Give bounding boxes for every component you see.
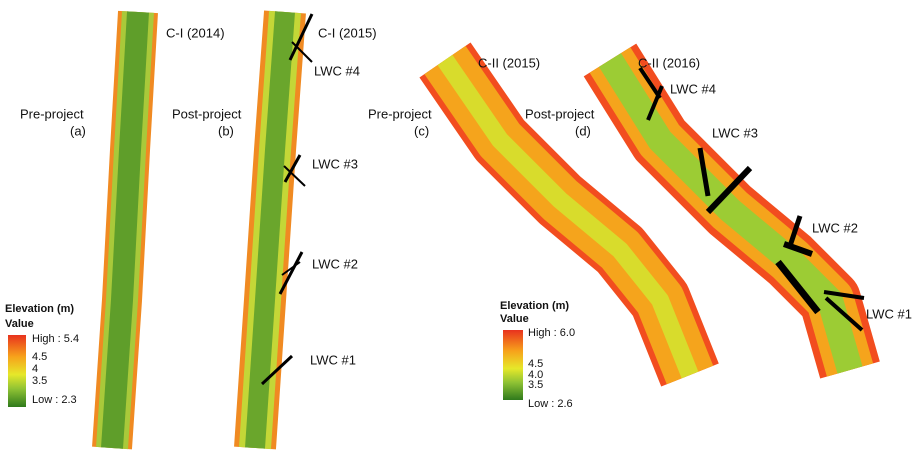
- legend-tick: 4: [32, 363, 38, 375]
- lwc-label: LWC #2: [312, 256, 358, 271]
- panel-letter: (d): [575, 123, 591, 138]
- river-maps: [112, 12, 850, 448]
- panel-letter: (b): [218, 123, 234, 138]
- phase-label: Post-project: [172, 106, 242, 121]
- legend-low: Low : 2.6: [528, 398, 573, 410]
- legend-tick: 4.5: [32, 351, 47, 363]
- panel-letter: (c): [414, 123, 429, 138]
- legend-title: Elevation (m): [5, 303, 74, 315]
- panel-letter: (a): [70, 123, 86, 138]
- site-label: C-I (2015): [318, 25, 377, 40]
- legend-high: High : 5.4: [32, 333, 79, 345]
- figure: C-I (2014) Pre-project (a) C-I (2015) Po…: [0, 0, 916, 453]
- site-label: C-II (2015): [478, 55, 540, 70]
- lwc-label: LWC #3: [312, 156, 358, 171]
- legend-high: High : 6.0: [528, 327, 575, 339]
- phase-label: Pre-project: [20, 106, 84, 121]
- legend-subtitle: Value: [5, 318, 34, 330]
- legend-tick: 3.5: [32, 375, 47, 387]
- lwc-label: LWC #3: [712, 125, 758, 140]
- phase-label: Pre-project: [368, 106, 432, 121]
- legend-colorbar: [8, 335, 26, 407]
- site-label: C-I (2014): [166, 25, 225, 40]
- legend-title: Elevation (m): [500, 300, 569, 312]
- lwc-label: LWC #1: [310, 352, 356, 367]
- map-b: [255, 12, 285, 448]
- legend-low: Low : 2.3: [32, 394, 77, 406]
- lwc-label: LWC #1: [866, 306, 912, 321]
- legend-colorbar: [503, 330, 523, 400]
- map-a: [112, 12, 138, 448]
- lwc-label: LWC #4: [314, 63, 360, 78]
- site-label: C-II (2016): [638, 55, 700, 70]
- phase-label: Post-project: [525, 106, 595, 121]
- legend-tick: 3.5: [528, 379, 543, 391]
- lwc-label: LWC #4: [670, 81, 716, 96]
- legend-subtitle: Value: [500, 313, 529, 325]
- lwc-label: LWC #2: [812, 220, 858, 235]
